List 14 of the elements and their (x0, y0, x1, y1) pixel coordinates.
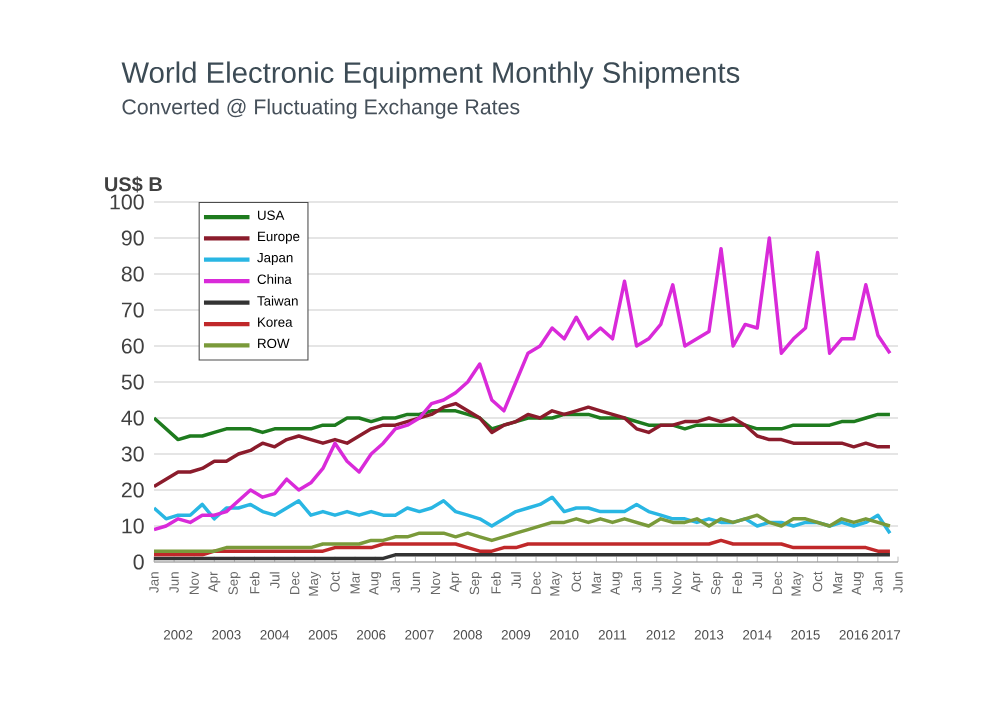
y-tick-label: 10 (122, 518, 144, 534)
y-tick-label: 100 (110, 194, 144, 210)
y-tick-label: 60 (121, 338, 144, 354)
y-tick-label: 30 (121, 446, 144, 462)
y-tick-label: 80 (121, 266, 144, 282)
y-tick-label: 70 (121, 302, 144, 318)
y-tick-label: 20 (121, 482, 144, 498)
chart-title: World Electronic Equipment Monthly Shipments (121, 61, 740, 89)
y-tick-label: 0 (133, 554, 144, 570)
y-tick-label: 40 (121, 410, 144, 426)
chart-subtitle: Converted @ Fluctuating Exchange Rates (122, 98, 520, 119)
y-tick-label: 90 (121, 230, 144, 246)
y-axis-title: US$ B (105, 176, 162, 193)
y-tick-label: 50 (121, 374, 144, 390)
